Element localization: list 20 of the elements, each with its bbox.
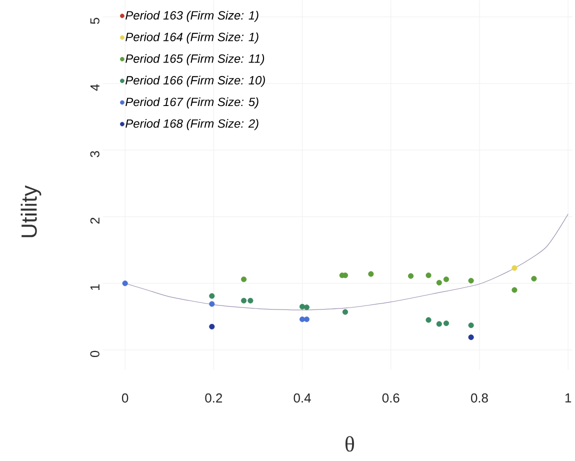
legend-label: Period 168 (Firm Size: 2) [126, 119, 258, 130]
x-tick-label: 0.8 [470, 393, 488, 403]
x-tick-label: 1 [565, 394, 572, 402]
legend-label: Period 166 (Firm Size: 10) [126, 76, 265, 87]
legend-label: Period 163 (Firm Size: 1) [126, 10, 258, 22]
y-tick-label: 5 [90, 18, 100, 24]
y-tick-label: 2 [90, 218, 100, 224]
x-tick-label: 0.4 [294, 393, 311, 403]
x-tick-label: 0 [122, 393, 128, 403]
legend-label: Period 165 (Firm Size: 11) [126, 54, 264, 66]
x-tick-label: 0.2 [205, 393, 222, 403]
y-tick-label: 0 [90, 350, 100, 358]
legend-label: Period 164 (Firm Size: 1) [126, 32, 258, 44]
x-tick-label: 0.6 [382, 393, 400, 403]
y-axis-title: Utility [20, 185, 42, 238]
y-tick-label: 4 [90, 84, 100, 91]
y-tick-label: 1 [90, 284, 100, 290]
y-tick-label: 3 [90, 151, 100, 158]
x-axis-title: θ [345, 436, 354, 452]
legend-label: Period 167 (Firm Size: 5) [126, 97, 258, 109]
